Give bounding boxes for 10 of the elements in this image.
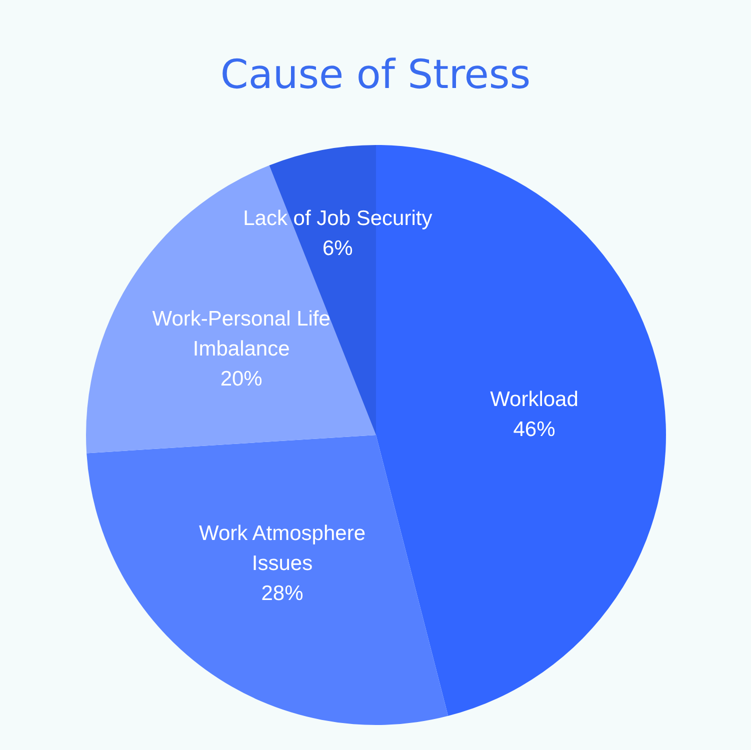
data-label: 28%: [261, 582, 304, 605]
slice-label: Work Atmosphere Issues: [198, 522, 366, 575]
pie-slice: [86, 435, 448, 725]
data-label: 20%: [220, 367, 262, 390]
data-label: 6%: [322, 236, 353, 260]
slice-label: Workload: [490, 388, 578, 411]
slice-label: Work-Personal Life Imbalance: [152, 307, 330, 360]
chart-title: Cause of Stress: [220, 52, 531, 98]
data-label: 46%: [513, 418, 556, 441]
slice-label: Lack of Job Security: [243, 206, 433, 230]
